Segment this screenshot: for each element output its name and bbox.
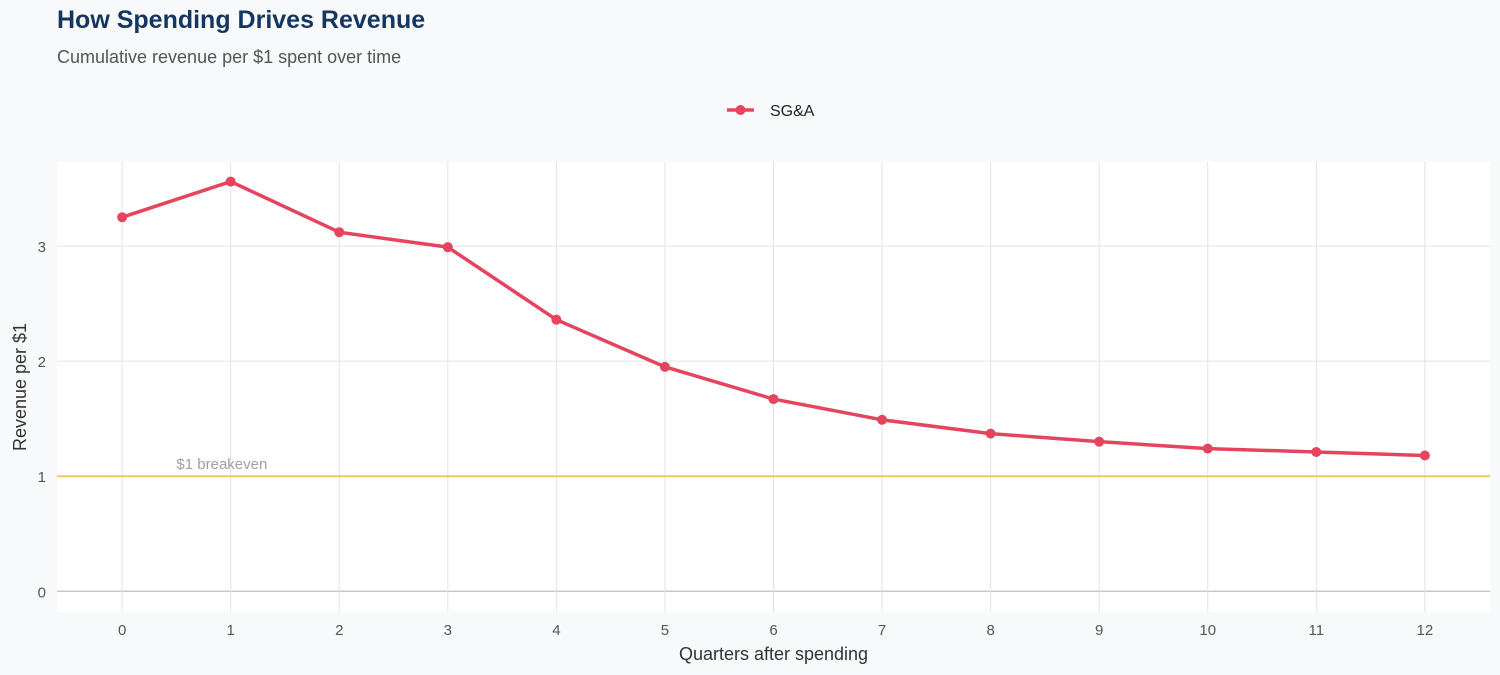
- data-point: [551, 314, 562, 325]
- y-tick-label: 0: [38, 584, 46, 601]
- breakeven-label: $1 breakeven: [176, 456, 267, 473]
- x-tick-label: 11: [1309, 622, 1325, 639]
- x-tick-label: 8: [986, 622, 994, 639]
- x-tick-label: 3: [444, 622, 452, 639]
- x-tick-label: 0: [118, 622, 126, 639]
- data-point: [225, 176, 236, 187]
- data-point: [117, 212, 128, 223]
- data-point: [985, 428, 996, 439]
- x-tick-label: 2: [335, 622, 343, 639]
- x-tick-label: 12: [1417, 622, 1434, 639]
- data-point: [768, 394, 779, 405]
- y-tick-label: 3: [38, 239, 46, 256]
- x-tick-label: 5: [661, 622, 669, 639]
- chart-title: How Spending Drives Revenue: [57, 6, 426, 34]
- chart-subtitle: Cumulative revenue per $1 spent over tim…: [57, 47, 402, 67]
- x-tick-label: 10: [1199, 622, 1216, 639]
- x-tick-label: 1: [227, 622, 235, 639]
- data-point: [877, 414, 888, 425]
- y-tick-label: 2: [38, 354, 46, 371]
- y-axis-title: Revenue per $1: [10, 323, 30, 451]
- data-point: [659, 361, 670, 372]
- legend-marker-icon: [735, 105, 746, 115]
- x-tick-label: 6: [769, 622, 777, 639]
- data-point: [1419, 450, 1430, 461]
- data-point: [1311, 447, 1322, 458]
- x-tick-label: 9: [1095, 622, 1103, 639]
- y-tick-label: 1: [38, 469, 46, 486]
- data-point: [1094, 436, 1105, 447]
- legend-label: SG&A: [770, 103, 815, 120]
- x-axis-title: Quarters after spending: [679, 644, 868, 664]
- x-tick-label: 4: [552, 622, 560, 639]
- data-point: [334, 227, 345, 238]
- x-tick-label: 7: [878, 622, 886, 639]
- data-point: [1202, 443, 1213, 454]
- data-point: [442, 242, 453, 253]
